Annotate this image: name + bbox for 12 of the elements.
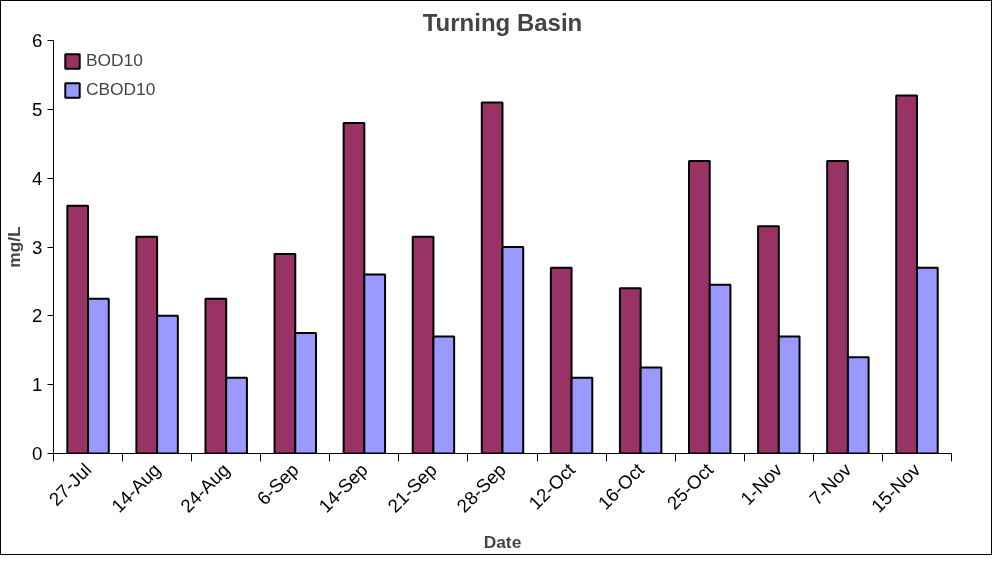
y-tick-label: 2: [32, 305, 43, 327]
x-axis-title: Date: [483, 531, 522, 552]
legend-label: BOD10: [86, 50, 143, 71]
y-axis-title: mg/L: [4, 225, 25, 268]
y-tick-label: 4: [32, 167, 43, 189]
y-tick-label: 6: [32, 30, 43, 51]
y-tick-label: 5: [32, 98, 43, 120]
chart-title: Turning Basin: [422, 8, 583, 36]
y-tick-label: 0: [32, 443, 43, 464]
y-tick-label: 1: [32, 374, 43, 396]
legend-label: CBOD10: [86, 79, 156, 100]
y-tick-label: 3: [32, 236, 43, 258]
